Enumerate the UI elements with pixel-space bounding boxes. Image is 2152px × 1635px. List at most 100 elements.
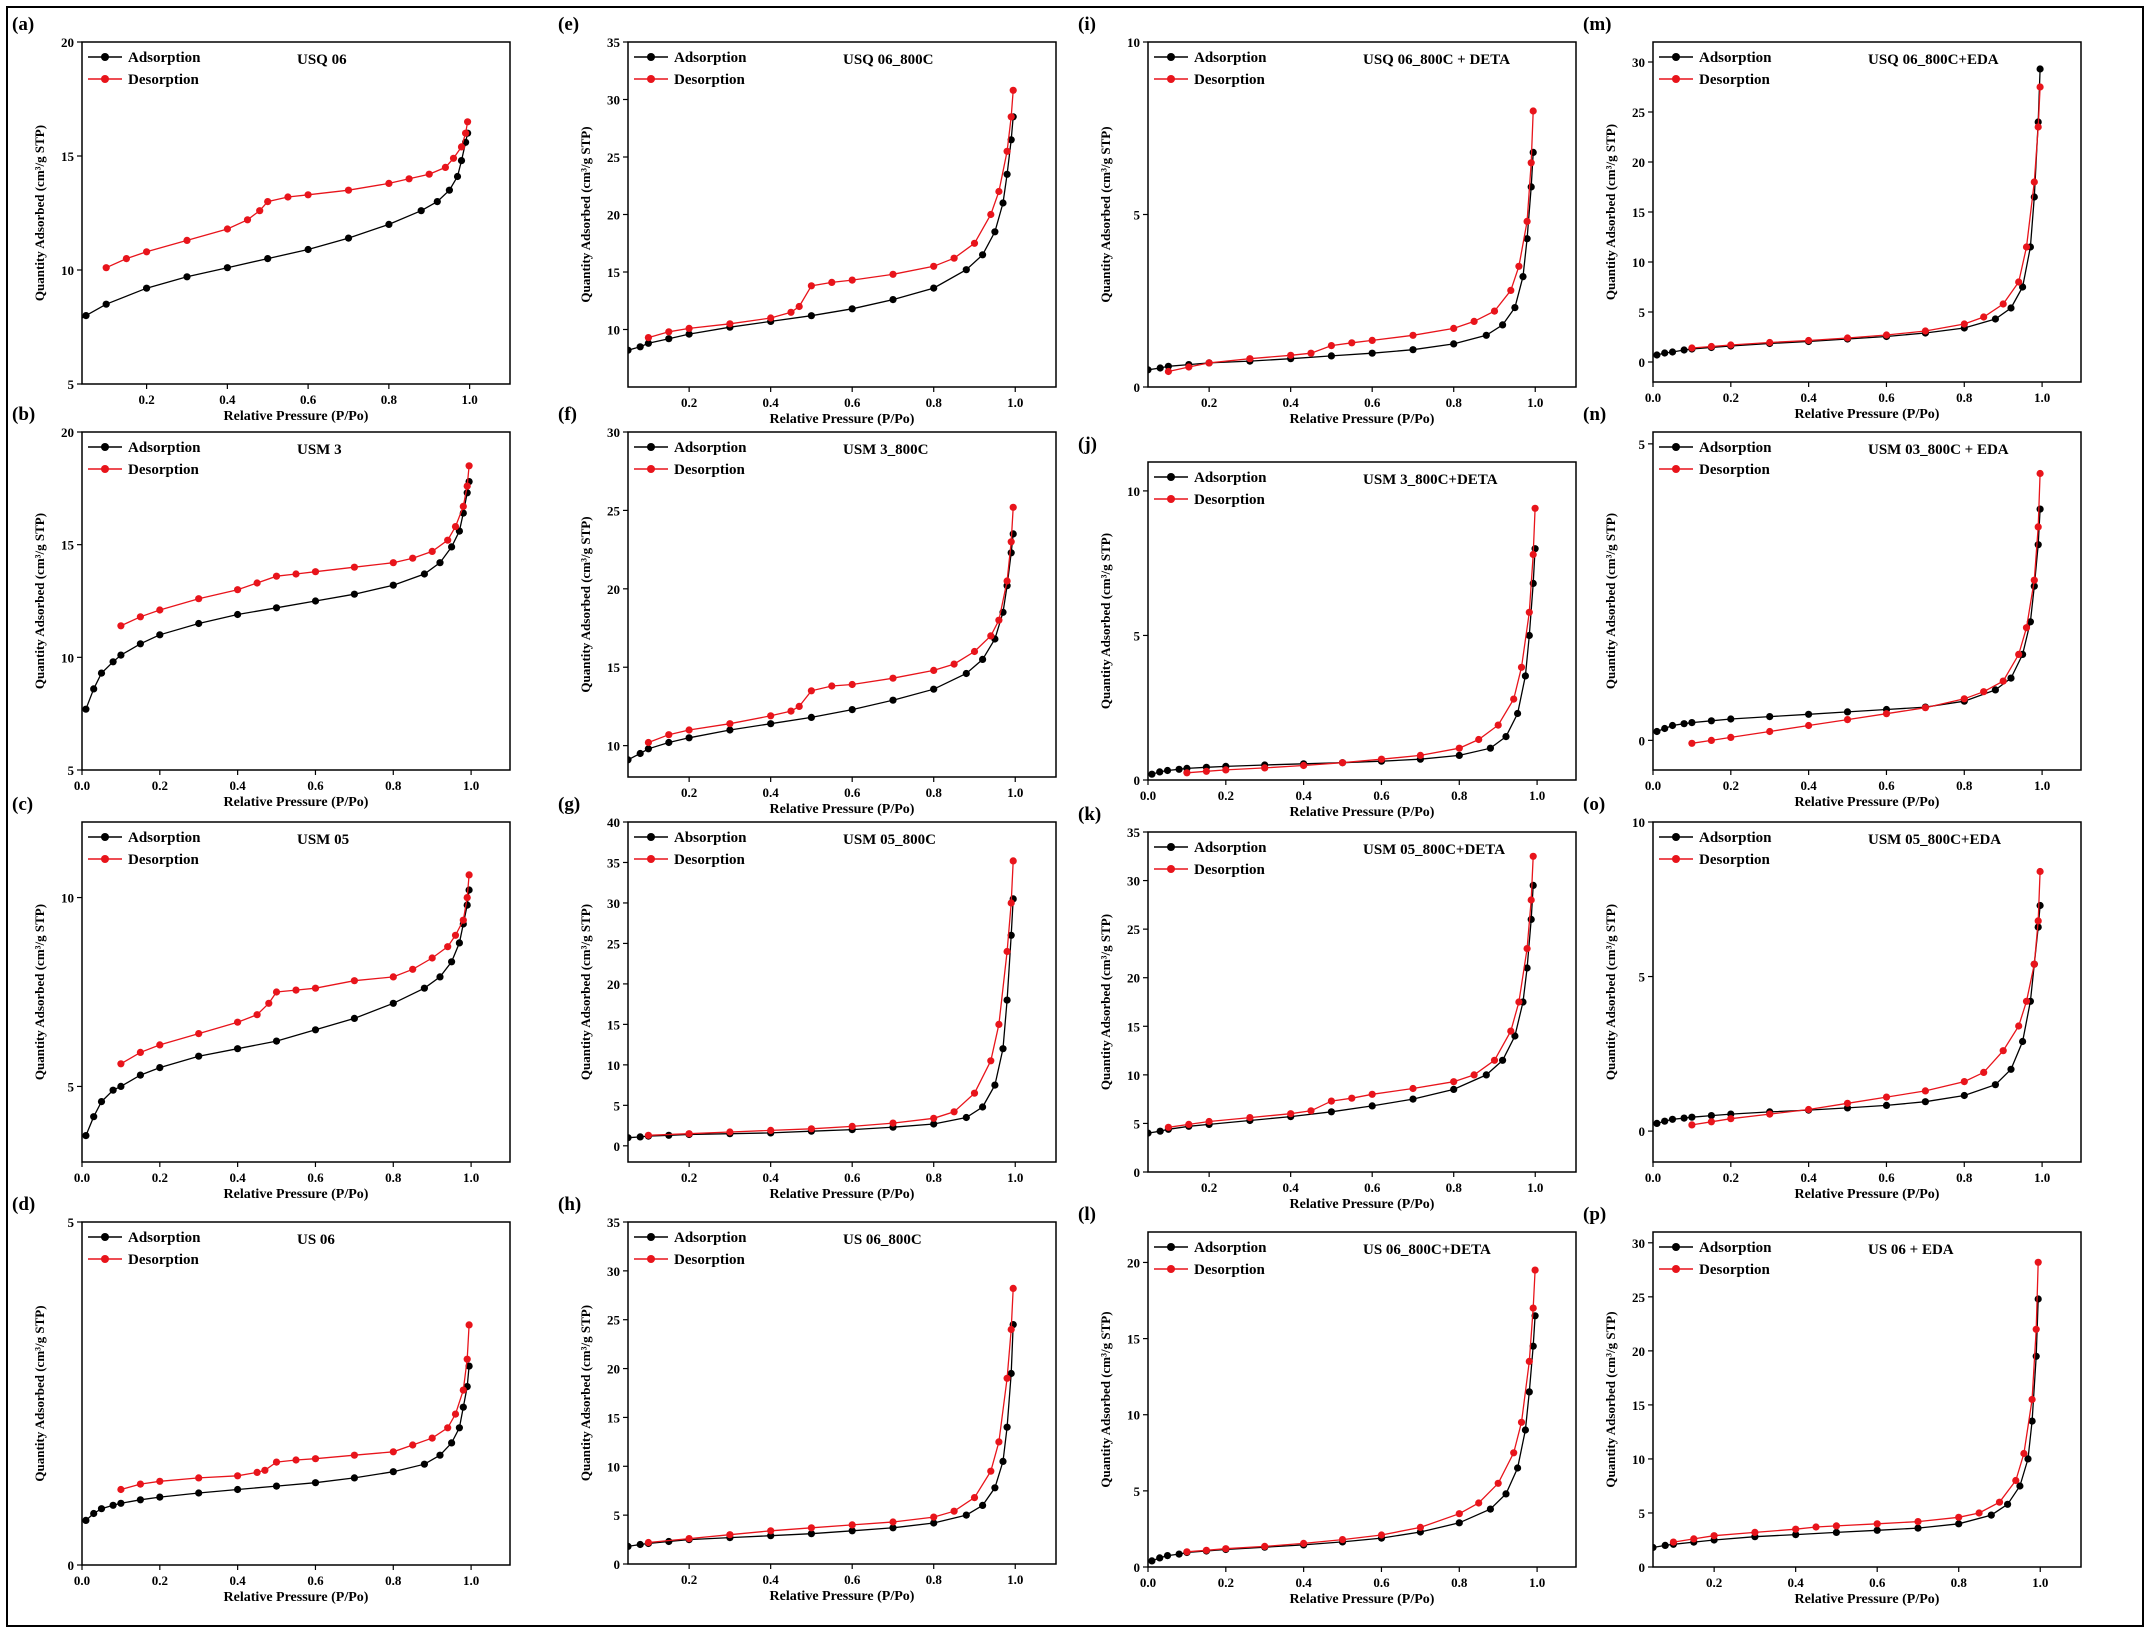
y-tick-label: 15: [61, 149, 75, 164]
x-axis-label: Relative Pressure (P/Po): [1795, 407, 1940, 422]
data-point: [1690, 1535, 1698, 1543]
data-point: [272, 1482, 281, 1490]
series-desorption: [644, 503, 1017, 747]
data-point: [463, 1355, 471, 1363]
data-point: [1499, 321, 1507, 329]
data-point: [1009, 857, 1017, 865]
series-desorption: [117, 871, 473, 1068]
data-point: [1710, 1532, 1718, 1540]
data-point: [1529, 148, 1537, 156]
legend-entry: Adsorption: [1194, 1240, 1267, 1256]
legend-marker: [647, 855, 655, 863]
plot-area: [1652, 431, 2082, 771]
panel-j: 0.0 0.2 0.4 0.6 0.8 1.0 0 5 10 Relative Pressure …: [1078, 434, 1577, 820]
data-point: [1185, 1120, 1193, 1128]
panel-title: USQ 06: [297, 52, 347, 68]
x-tick-label: 0.4: [1283, 395, 1300, 410]
series-line: [1151, 1315, 1536, 1562]
data-point: [1517, 1418, 1526, 1426]
data-point: [1792, 1525, 1800, 1533]
data-point: [1156, 364, 1164, 372]
data-point: [644, 738, 653, 747]
series-line: [1168, 856, 1534, 1128]
data-point: [272, 988, 281, 996]
data-point: [665, 328, 673, 336]
data-point: [889, 696, 897, 704]
y-tick-label: 5: [1639, 1506, 1646, 1521]
data-point: [644, 1538, 653, 1547]
data-point: [1510, 1449, 1518, 1457]
legend-entry: Adsorption: [128, 50, 201, 66]
y-tick-label: 20: [1632, 155, 1645, 170]
y-tick-label: 0: [614, 1557, 621, 1572]
data-point: [234, 1018, 242, 1026]
x-tick-label: 0.2: [152, 1573, 168, 1588]
data-point: [234, 1485, 242, 1494]
data-point: [1661, 349, 1669, 357]
data-point: [195, 1030, 203, 1038]
x-tick-label: 1.0: [1529, 788, 1545, 803]
x-axis-label: Relative Pressure (P/Po): [224, 409, 369, 424]
data-point: [987, 1467, 995, 1475]
data-point: [102, 264, 110, 272]
y-tick-label: 15: [1632, 1398, 1646, 1413]
data-point: [1914, 1524, 1922, 1532]
series-desorption: [1183, 1266, 1539, 1556]
panel-l: 0.0 0.2 0.4 0.6 0.8 1.0 0 5 10 15 20 Relative Press…: [1078, 1204, 1577, 1607]
y-tick-label: 15: [607, 1017, 621, 1032]
data-point: [1409, 1084, 1417, 1093]
panel-title: USQ 06_800C + DETA: [1363, 52, 1510, 68]
x-tick-label: 0.6: [1373, 788, 1390, 803]
legend-marker: [101, 1233, 109, 1241]
data-point: [409, 1441, 417, 1449]
data-point: [848, 680, 856, 689]
legend-entry: Desorption: [128, 72, 199, 88]
data-point: [970, 1089, 979, 1097]
legend-marker: [1167, 843, 1175, 851]
data-point: [1003, 996, 1011, 1004]
data-point: [344, 234, 353, 242]
data-point: [644, 334, 653, 342]
data-point: [950, 660, 958, 668]
data-point: [726, 1128, 734, 1136]
data-point: [1246, 355, 1254, 363]
data-point: [1327, 1108, 1335, 1116]
plot-area: [1652, 821, 2082, 1163]
x-tick-label: 1.0: [1527, 395, 1543, 410]
data-point: [264, 198, 272, 206]
x-axis-label: Relative Pressure (P/Po): [1290, 805, 1435, 820]
x-tick-label: 0.2: [1201, 1180, 1217, 1195]
x-tick-label: 0.6: [1878, 390, 1895, 405]
data-point: [1832, 1528, 1840, 1536]
y-axis-label: Quantity Adsorbed (cm³/g STP): [32, 904, 47, 1080]
data-point: [1751, 1528, 1759, 1536]
x-tick-label: 0.2: [1706, 1575, 1722, 1590]
data-point: [90, 1509, 98, 1518]
y-tick-label: 10: [1127, 484, 1140, 499]
data-point: [465, 462, 473, 470]
data-point: [136, 1048, 144, 1056]
legend-entry: Desorption: [674, 72, 745, 88]
data-point: [90, 1113, 98, 1121]
x-tick-label: 0.4: [1296, 788, 1313, 803]
data-point: [1873, 1520, 1881, 1528]
data-point: [448, 958, 456, 966]
data-point: [1680, 1114, 1688, 1122]
y-tick-label: 30: [607, 896, 620, 911]
data-point: [1882, 1093, 1891, 1101]
panel-title: USM 05_800C+EDA: [1868, 832, 2001, 848]
x-tick-label: 0.0: [1645, 390, 1661, 405]
y-tick-label: 25: [1632, 105, 1646, 120]
x-axis-label: Relative Pressure (P/Po): [1795, 1592, 1940, 1607]
data-point: [962, 1113, 970, 1122]
legend-entry: Adsorption: [674, 1230, 747, 1246]
data-point: [1766, 713, 1774, 721]
data-point: [1009, 503, 1017, 511]
data-point: [685, 734, 693, 742]
data-point: [979, 1103, 987, 1111]
data-point: [1148, 1557, 1156, 1565]
data-point: [311, 1479, 320, 1487]
y-tick-label: 5: [1134, 1484, 1141, 1499]
data-point: [459, 1403, 467, 1411]
data-point: [304, 245, 312, 254]
